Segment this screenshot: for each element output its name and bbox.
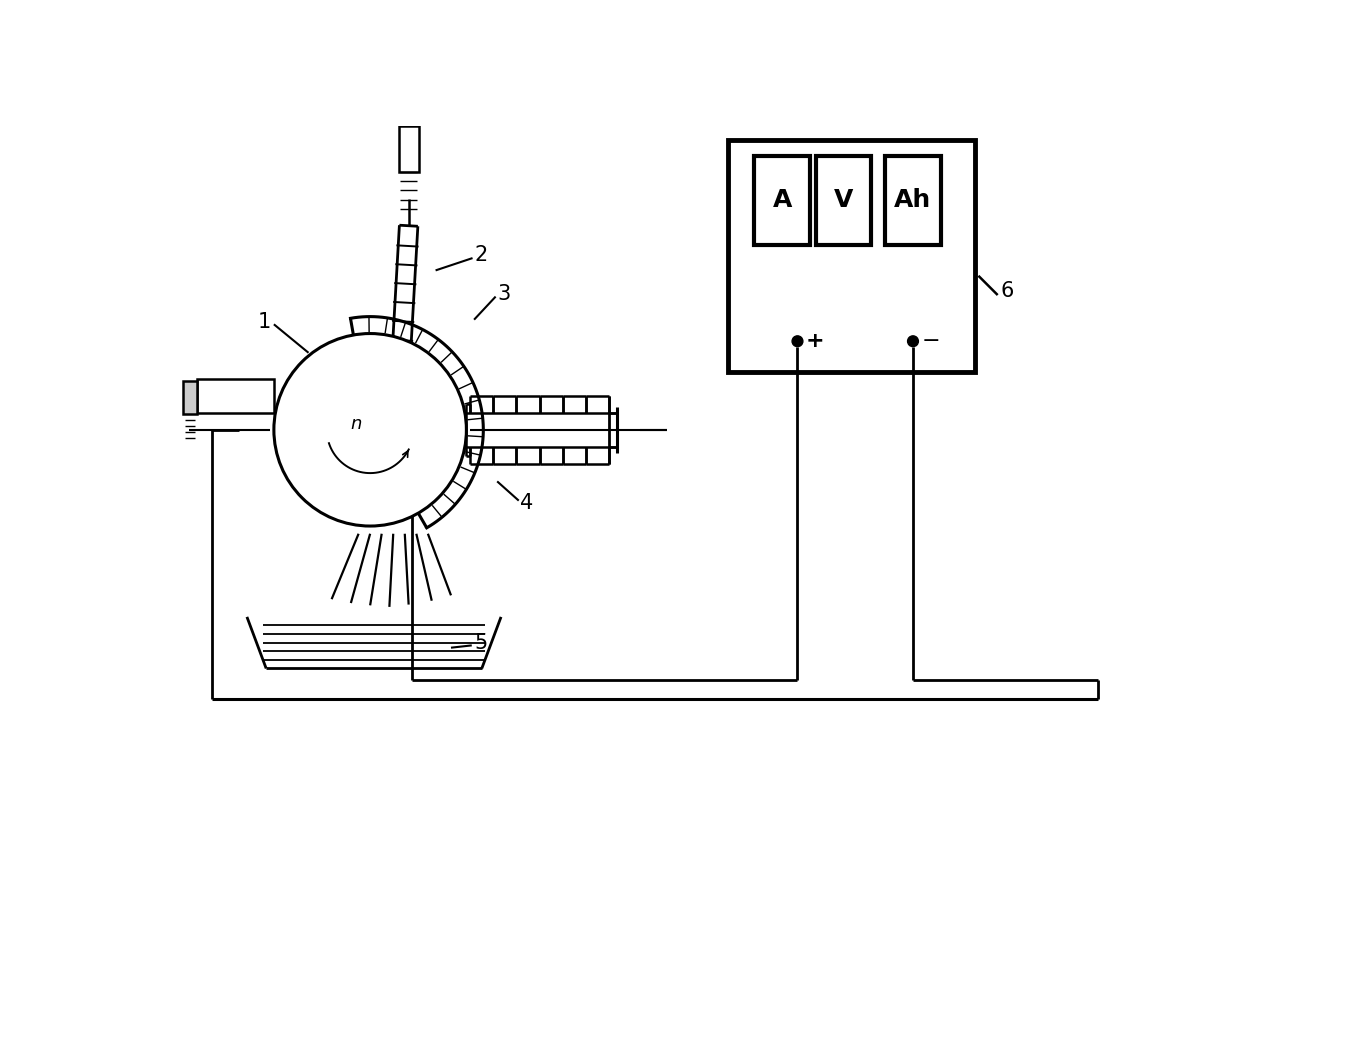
Bar <box>728 139 975 372</box>
Text: 5: 5 <box>474 633 488 653</box>
Text: 1: 1 <box>258 312 271 332</box>
Bar <box>183 381 196 414</box>
Bar <box>816 156 871 245</box>
Text: 6: 6 <box>1000 282 1014 302</box>
Text: −: − <box>921 331 940 351</box>
Text: +: + <box>806 331 825 351</box>
Text: 4: 4 <box>521 493 533 513</box>
Text: Ah: Ah <box>894 188 931 213</box>
Text: V: V <box>834 188 853 213</box>
Circle shape <box>908 336 919 347</box>
Bar <box>398 126 418 172</box>
Circle shape <box>792 336 803 347</box>
Bar <box>754 156 810 245</box>
Bar <box>196 379 274 413</box>
Bar <box>885 156 940 245</box>
Circle shape <box>274 334 466 526</box>
Text: A: A <box>773 188 792 213</box>
Text: 2: 2 <box>474 245 488 265</box>
Text: 3: 3 <box>497 284 510 304</box>
Text: n: n <box>350 415 363 432</box>
